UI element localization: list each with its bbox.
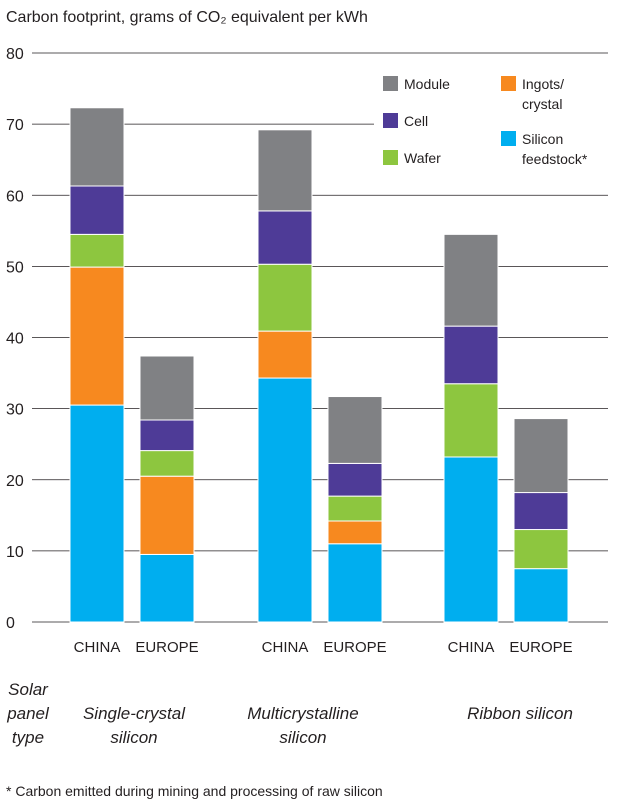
panel-type-heading: panel — [6, 704, 50, 723]
y-tick-labels: 0 10 20 30 40 50 60 70 80 — [6, 46, 24, 632]
bar-segment — [139, 450, 195, 477]
group-label: Multicrystalline — [247, 704, 358, 723]
bar-segment — [257, 330, 313, 379]
panel-type-heading: type — [12, 728, 44, 747]
y-tick-label: 30 — [6, 402, 24, 419]
y-tick-label: 40 — [6, 331, 24, 348]
bar-segment — [257, 377, 313, 623]
group-label: Single-crystal — [83, 704, 186, 723]
category-label: EUROPE — [509, 639, 572, 656]
bar-segment — [327, 396, 383, 464]
legend-swatch — [383, 150, 398, 165]
bar-segment — [257, 129, 313, 212]
bar-segment — [513, 568, 569, 623]
category-label: CHINA — [74, 639, 121, 656]
legend-background — [374, 66, 610, 184]
y-tick-label: 70 — [6, 117, 24, 134]
bar-segment — [69, 185, 125, 235]
bars — [69, 107, 569, 623]
bar-segment — [327, 520, 383, 545]
bar-segment — [139, 355, 195, 421]
legend-swatch — [501, 131, 516, 146]
bar-segment — [327, 543, 383, 623]
y-tick-label: 50 — [6, 259, 24, 276]
bar-segment — [139, 419, 195, 452]
bar-segment — [443, 233, 499, 327]
group-label: Ribbon silicon — [467, 704, 573, 723]
bar-segment — [69, 107, 125, 187]
bar-segment — [443, 456, 499, 623]
legend-label: Cell — [404, 113, 428, 129]
gridlines — [32, 52, 608, 623]
legend-label: Wafer — [404, 150, 441, 166]
y-tick-label: 60 — [6, 188, 24, 205]
legend-swatch — [383, 113, 398, 128]
legend-swatch — [501, 76, 516, 91]
category-label: EUROPE — [135, 639, 198, 656]
bar-segment — [257, 263, 313, 332]
x-category-labels: CHINA EUROPE CHINA EUROPE CHINA EUROPE — [74, 639, 573, 656]
bar-segment — [513, 418, 569, 494]
bar-segment — [69, 404, 125, 623]
y-tick-label: 20 — [6, 473, 24, 490]
bar-segment — [139, 553, 195, 623]
category-label: EUROPE — [323, 639, 386, 656]
bar-segment — [257, 210, 313, 265]
bar-segment — [69, 266, 125, 406]
bar-segment — [443, 325, 499, 385]
legend-label: Module — [404, 76, 450, 92]
bar-segment — [443, 383, 499, 458]
bar-segment — [513, 492, 569, 531]
panel-type-heading: Solar — [8, 680, 49, 699]
y-tick-label: 80 — [6, 46, 24, 63]
category-label: CHINA — [448, 639, 495, 656]
bar-segment — [327, 495, 383, 522]
legend-label: crystal — [522, 96, 562, 112]
bar-segment — [513, 529, 569, 570]
category-label: CHINA — [262, 639, 309, 656]
group-label: silicon — [279, 728, 326, 747]
legend: Silicon feedstock* Ingots/crystal Wafer Cell… — [374, 66, 610, 184]
panel-type-labels: Solar panel type Single-crystal silicon Multi… — [6, 680, 573, 747]
bar-segment — [327, 462, 383, 497]
legend-label: feedstock* — [522, 151, 588, 167]
footnote: * Carbon emitted during mining and proce… — [6, 783, 383, 799]
legend-swatch — [383, 76, 398, 91]
y-tick-label: 0 — [6, 615, 15, 632]
bar-segment — [69, 233, 125, 268]
group-label: silicon — [110, 728, 157, 747]
legend-label: Silicon — [522, 131, 563, 147]
y-tick-label: 10 — [6, 544, 24, 561]
chart-title: Carbon footprint, grams of CO₂ equivalen… — [6, 9, 368, 26]
bar-segment — [139, 475, 195, 555]
legend-label: Ingots/ — [522, 76, 564, 92]
